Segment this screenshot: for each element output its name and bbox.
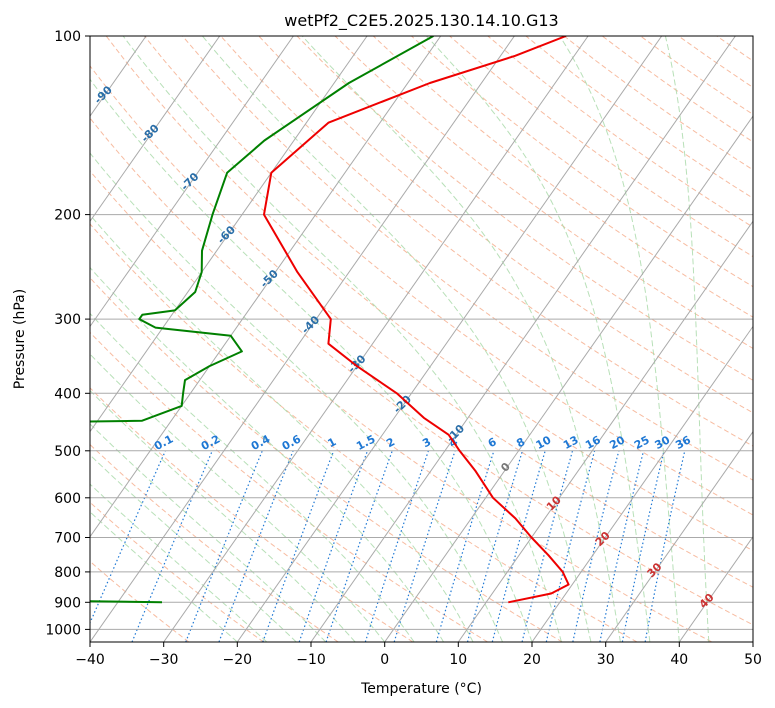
isotherm xyxy=(678,535,753,642)
isotherm xyxy=(384,115,753,642)
y-tick-label: 100 xyxy=(54,29,81,45)
mixing-ratio-line xyxy=(435,450,495,642)
isotherm xyxy=(90,36,221,223)
x-axis-label: Temperature (°C) xyxy=(360,681,482,697)
dry-adiabat xyxy=(90,65,753,588)
x-tick-label: −40 xyxy=(75,652,105,668)
plot-frame xyxy=(89,35,754,643)
moist-adiabat xyxy=(664,36,710,642)
mixing-ratio-line xyxy=(545,450,596,642)
mixing-ratio-line xyxy=(90,450,166,625)
x-tick-label: 10 xyxy=(449,652,467,668)
moist-adiabat xyxy=(90,389,356,642)
mixing-ratio-label: 25 xyxy=(632,433,652,452)
dewpoint-profile xyxy=(90,36,434,604)
moist-adiabat xyxy=(301,36,621,642)
dry-adiabat xyxy=(90,223,638,642)
x-tick-label: 20 xyxy=(523,652,541,668)
y-tick-label: 200 xyxy=(54,208,81,224)
mixing-ratio-line xyxy=(325,450,393,642)
dry-adiabat xyxy=(90,277,563,642)
dry-adiabat xyxy=(90,560,190,642)
dry-adiabat xyxy=(220,36,753,447)
isotherm xyxy=(90,36,442,538)
moist-adiabat xyxy=(90,266,445,642)
isotherm xyxy=(90,36,368,433)
mixing-ratio-line xyxy=(364,450,429,642)
temperature-profile xyxy=(263,36,570,604)
x-tick-label: 40 xyxy=(670,652,688,668)
mixing-ratio-line xyxy=(466,450,523,642)
isotherm xyxy=(457,220,753,642)
x-tick-label: 50 xyxy=(744,652,762,668)
y-tick-label: 600 xyxy=(54,491,81,507)
dry-adiabat xyxy=(90,117,753,626)
moist-adiabat xyxy=(90,511,238,642)
moist-adiabat xyxy=(122,36,562,642)
isotherm xyxy=(605,430,753,642)
moist-adiabat xyxy=(90,152,503,642)
moist-adiabat xyxy=(90,423,327,642)
dry-adiabat xyxy=(90,170,712,642)
y-axis-ticks: 100 200 300 400 500 600 700 800 900 1000 xyxy=(45,29,90,638)
isotherm xyxy=(163,36,589,642)
y-tick-label: 900 xyxy=(54,595,81,611)
mixing-ratio-line xyxy=(218,450,294,642)
x-tick-label: −10 xyxy=(296,652,326,668)
dry-adiabat xyxy=(334,36,753,349)
isotherm xyxy=(531,325,753,642)
y-tick-label: 500 xyxy=(54,444,81,460)
moist-adiabat xyxy=(426,36,651,642)
dry-adiabat xyxy=(182,36,753,481)
mixing-ratio-label: 36 xyxy=(673,433,693,452)
plot-area: -100-90-80-70-60-50-40-30-20-10010203040… xyxy=(90,36,753,642)
y-axis-label: Pressure (hPa) xyxy=(12,289,28,389)
isotherm xyxy=(236,36,663,642)
mixing-ratio-label: 20 xyxy=(607,433,627,452)
mixing-ratio-label: 16 xyxy=(583,433,603,452)
dry-adiabat xyxy=(372,36,753,318)
moist-adiabat xyxy=(90,483,268,642)
skewed-isotherms xyxy=(90,36,753,642)
x-tick-label: 0 xyxy=(380,652,389,668)
x-tick-label: −30 xyxy=(149,652,179,668)
x-axis-ticks: −40 −30 −20 −10 0 10 20 30 40 50 xyxy=(75,642,762,668)
moist-adiabat xyxy=(90,214,474,642)
mixing-ratio-label: 30 xyxy=(653,433,673,452)
mixing-ratio-label: 13 xyxy=(561,433,581,452)
dry-adiabat xyxy=(144,36,753,516)
moist-adiabat xyxy=(202,36,592,642)
moist-adiabat xyxy=(559,36,680,642)
y-tick-label: 400 xyxy=(54,386,81,402)
isotherm xyxy=(310,36,736,642)
moist-adiabat xyxy=(90,353,386,642)
y-tick-label: 300 xyxy=(54,312,81,328)
pressure-gridlines xyxy=(90,36,753,630)
sounding-profiles xyxy=(90,36,570,604)
mixing-ratio-line xyxy=(262,450,335,642)
chart-title: wetPf2_C2E5.2025.130.14.10.G13 xyxy=(284,11,558,31)
y-tick-label: 1000 xyxy=(45,622,81,638)
mixing-ratio-line xyxy=(572,450,620,642)
mixing-ratio-line xyxy=(298,450,369,642)
mixing-ratio-label: 10 xyxy=(534,433,554,452)
dry-adiabat xyxy=(296,36,753,381)
isotherm xyxy=(90,36,294,328)
mixing-ratio-line xyxy=(521,450,574,642)
mixing-ratio-line xyxy=(599,450,645,642)
dry-adiabat xyxy=(90,331,488,642)
y-tick-label: 700 xyxy=(54,531,81,547)
mixing-ratio-line xyxy=(185,450,263,642)
y-tick-label: 800 xyxy=(54,565,81,581)
x-tick-label: −20 xyxy=(223,652,253,668)
x-tick-label: 30 xyxy=(597,652,615,668)
isotherm xyxy=(90,36,515,642)
